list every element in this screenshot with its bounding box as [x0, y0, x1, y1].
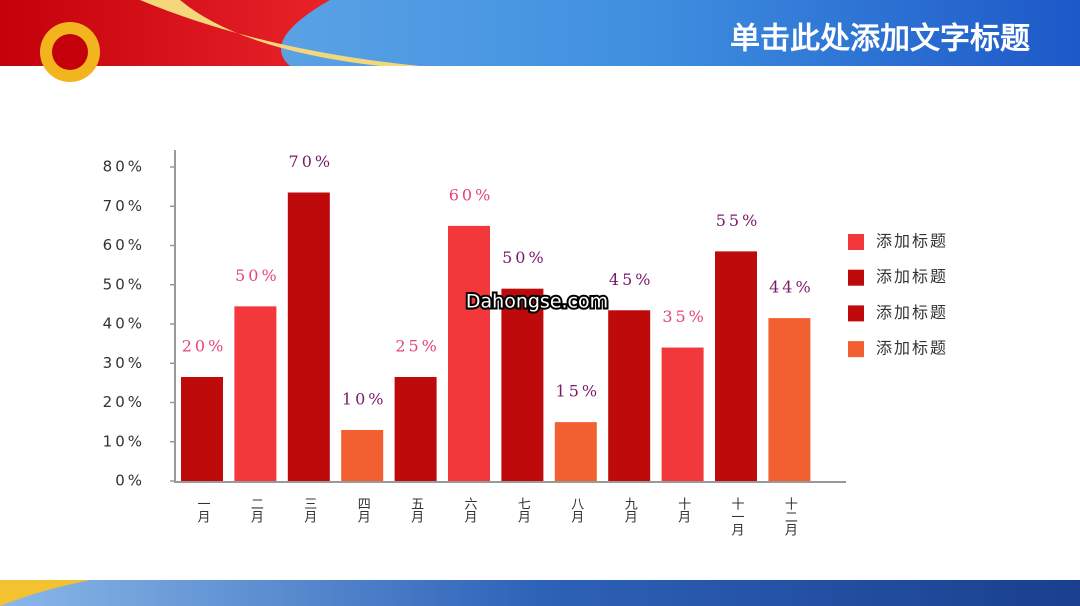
data-annotation: 45%: [609, 270, 654, 289]
y-tick-label: 80%: [103, 158, 145, 176]
bar: [448, 225, 490, 481]
legend-label: 添加标题: [876, 267, 948, 286]
data-annotation: 35%: [662, 307, 707, 326]
legend-swatch: [848, 234, 864, 250]
x-tick-label: 四月: [355, 497, 371, 524]
bar: [234, 306, 277, 481]
y-tick-label: 40%: [103, 315, 145, 333]
data-annotation: 50%: [235, 266, 280, 285]
x-tick-label: 十二月: [782, 497, 798, 537]
footer-ribbon: [0, 580, 90, 606]
bar: [661, 347, 704, 481]
legend-swatch: [848, 305, 864, 322]
x-tick-label: 一月: [195, 497, 211, 524]
bar: [181, 376, 223, 481]
data-annotation: 50%: [502, 248, 547, 267]
x-tick-label: 十月: [675, 497, 691, 524]
y-tick-label: 50%: [103, 275, 145, 293]
bar: [715, 251, 757, 481]
x-tick-label: 六月: [462, 497, 478, 524]
x-tick-label: 七月: [515, 497, 531, 524]
legend-swatch: [848, 269, 864, 286]
y-tick-label: 10%: [103, 432, 145, 450]
data-annotation: 55%: [716, 211, 761, 230]
y-tick-label: 20%: [103, 393, 145, 411]
bar: [768, 318, 811, 481]
emblem-inner: [52, 34, 88, 70]
header-title: 单击此处添加文字标题: [730, 22, 1030, 57]
bar: [608, 310, 651, 481]
x-tick-label: 十一月: [729, 497, 745, 537]
y-tick-label: 30%: [103, 354, 145, 372]
y-tick-label: 70%: [103, 197, 145, 215]
data-annotation: 25%: [395, 336, 440, 355]
data-annotation: 10%: [342, 389, 387, 408]
data-annotation: 44%: [769, 278, 814, 297]
bar: [394, 376, 437, 481]
data-annotation: 20%: [182, 336, 227, 355]
legend-label: 添加标题: [876, 232, 948, 251]
watermark: Dahongse.com: [466, 291, 608, 313]
data-annotation: 70%: [289, 152, 334, 171]
x-tick-label: 二月: [248, 497, 264, 524]
bar: [501, 288, 544, 481]
bar: [554, 422, 597, 481]
legend-label: 添加标题: [876, 303, 948, 322]
y-tick-label: 0%: [115, 472, 145, 490]
header-ribbon: [140, 0, 420, 66]
footer-band: [0, 580, 1080, 606]
x-tick-label: 八月: [568, 497, 584, 524]
legend-swatch: [848, 341, 864, 358]
legend-label: 添加标题: [876, 339, 948, 358]
bar: [287, 192, 330, 481]
data-annotation: 60%: [449, 185, 494, 204]
bar: [341, 429, 384, 481]
x-tick-label: 五月: [408, 497, 424, 524]
x-tick-label: 三月: [301, 497, 317, 524]
x-tick-label: 九月: [622, 497, 638, 524]
data-annotation: 15%: [556, 382, 601, 401]
y-tick-label: 60%: [103, 236, 145, 254]
